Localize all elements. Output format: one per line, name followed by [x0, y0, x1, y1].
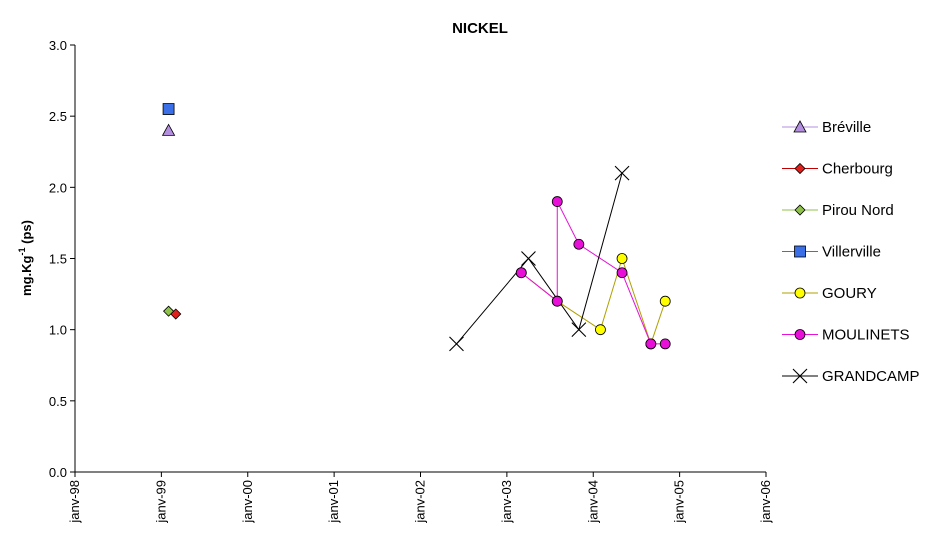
y-tick-label: 0.5 — [49, 394, 67, 409]
legend-label: MOULINETS — [822, 327, 910, 344]
y-axis-label: mg.Kg-1 (ps) — [17, 220, 34, 296]
point-grandcamp — [521, 251, 536, 266]
chart-title: NICKEL — [452, 20, 508, 37]
x-tick-label: janv-02 — [413, 480, 428, 524]
x-tick-label: janv-03 — [499, 480, 514, 524]
point-grandcamp — [449, 336, 464, 352]
legend-marker — [794, 162, 806, 175]
legend: Bréville Cherbourg Pirou Nord Villerville GO… — [782, 119, 920, 385]
legend-marker — [794, 204, 806, 216]
y-axis-label-text: mg.Kg-1 (ps) — [17, 220, 34, 296]
point-villerville — [162, 103, 175, 115]
legend-item-villerville: Villerville — [782, 244, 881, 261]
y-tick-label: 2.0 — [49, 180, 67, 195]
y-tick-label: 1.0 — [49, 323, 67, 338]
y-tick-label: 3.0 — [49, 38, 67, 53]
legend-marker — [794, 329, 806, 340]
point-grandcamp — [614, 165, 630, 181]
plot-axes: 0.0 0.5 1.0 1.5 2.0 2.5 3.0 janv-98 janv-99 janv-… — [49, 38, 773, 524]
legend-label: Bréville — [822, 119, 871, 136]
point-grandcamp — [571, 322, 587, 338]
legend-item-br-ville: Bréville — [782, 119, 871, 136]
legend-label: GRANDCAMP — [822, 368, 920, 385]
x-stroke — [614, 165, 630, 181]
x-tick-label: janv-00 — [240, 480, 255, 524]
point-moulinets — [645, 338, 657, 350]
point-moulinets — [551, 196, 563, 207]
x-tick-label: janv-04 — [585, 480, 600, 524]
point-goury — [659, 295, 671, 307]
x-tick-label: janv-01 — [326, 480, 341, 524]
legend-item-goury: GOURY — [782, 285, 877, 302]
point-moulinets — [551, 295, 563, 307]
x-tick-label: janv-99 — [153, 480, 168, 524]
x-stroke — [521, 251, 536, 266]
point-moulinets — [659, 338, 671, 350]
point-goury — [616, 253, 628, 264]
legend-item-cherbourg: Cherbourg — [782, 161, 893, 178]
x-stroke — [571, 322, 587, 338]
legend-marker — [794, 245, 806, 258]
x-stroke — [449, 336, 464, 352]
y-tick-label: 2.5 — [49, 109, 67, 124]
legend-item-moulinets: MOULINETS — [782, 327, 910, 344]
legend-marker — [793, 120, 807, 133]
legend-item-pirou-nord: Pirou Nord — [782, 202, 894, 219]
x-tick-label: janv-98 — [67, 480, 82, 524]
legend-label: Cherbourg — [822, 161, 893, 178]
series-line-goury — [520, 256, 666, 346]
point-moulinets — [573, 238, 585, 250]
y-tick-label: 1.5 — [49, 252, 67, 267]
y-tick-label: 0.0 — [49, 465, 67, 480]
legend-label: Pirou Nord — [822, 202, 894, 219]
x-tick-label: janv-05 — [672, 480, 687, 524]
series-markers — [161, 103, 671, 352]
point-moulinets — [616, 267, 628, 279]
x-stroke — [792, 368, 808, 384]
series-line-grandcamp — [456, 172, 623, 345]
legend-label: Villerville — [822, 244, 881, 261]
legend-label: GOURY — [822, 285, 877, 302]
point-moulinets — [515, 267, 527, 279]
legend-marker — [794, 287, 806, 299]
legend-marker — [792, 368, 808, 384]
legend-item-grandcamp: GRANDCAMP — [782, 368, 920, 385]
point-goury — [595, 324, 606, 336]
point-br-ville — [161, 123, 176, 136]
point-pirou-nord — [163, 305, 175, 317]
x-tick-label: janv-06 — [758, 480, 773, 524]
